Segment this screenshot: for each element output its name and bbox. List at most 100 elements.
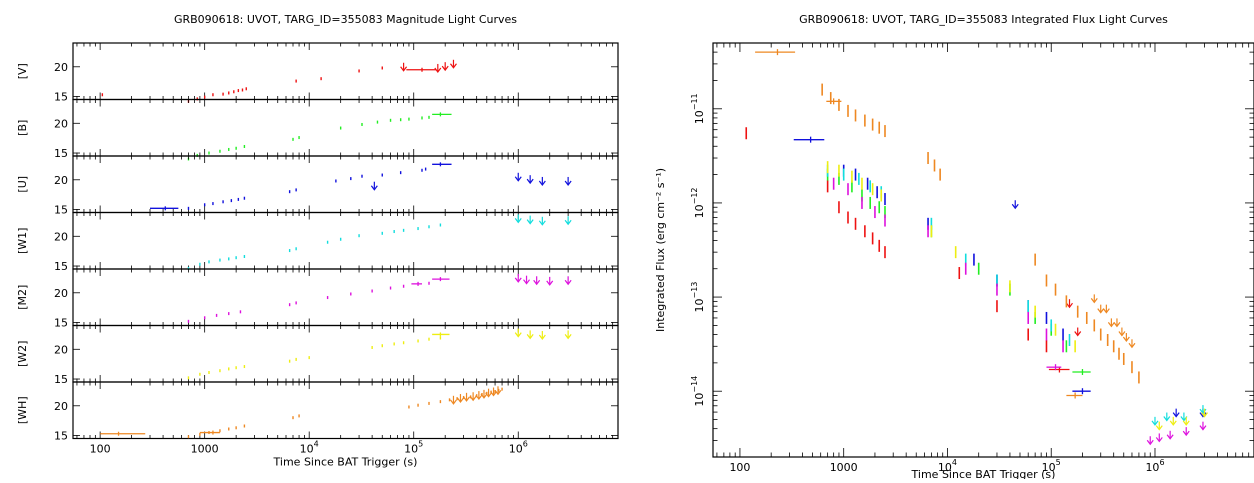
upper-limit-arrow-head (449, 63, 457, 69)
upper-limit-arrow-head (1172, 412, 1180, 418)
upper-limit-arrow-head (1151, 420, 1159, 426)
upper-limit-arrow-head (514, 218, 522, 224)
left-chart-title: GRB090618: UVOT, TARG_ID=355083 Magnitud… (174, 13, 517, 26)
y-tick-label: 20 (54, 174, 68, 187)
upper-limit-arrow-head (1118, 331, 1126, 337)
upper-limit-arrow-head (564, 279, 572, 286)
x-tick-label: 106 (509, 440, 528, 456)
panel-label: [M2] (16, 285, 29, 310)
x-tick-label: 106 (1145, 458, 1164, 474)
left-x-axis-label: Time Since BAT Trigger (s) (273, 456, 418, 469)
x-tick-label: 1000 (830, 461, 858, 474)
panel-label: [B] (16, 120, 29, 136)
panel-frame (72, 155, 619, 214)
upper-limit-arrow-head (1097, 308, 1105, 314)
y-tick-label: 20 (54, 400, 68, 413)
y-tick-label: 15 (54, 91, 68, 104)
x-tick-label-base: 1000 (830, 461, 858, 474)
x-tick-label-exponent: 6 (1159, 458, 1164, 467)
upper-limit-arrow-head (1090, 298, 1098, 304)
flux-series-v (745, 127, 1082, 373)
panel-w1: 15 20 [W1] (16, 211, 619, 273)
upper-limit-arrow-head (1113, 322, 1121, 328)
upper-limit-arrow-head (494, 389, 502, 396)
upper-limit-arrow-head (1199, 425, 1207, 431)
y-tick-label: 20 (54, 230, 68, 243)
upper-limit-arrow-head (538, 180, 546, 186)
panel-wh: 15 20 [WH] (16, 381, 619, 443)
upper-limit-arrow-head (480, 393, 488, 399)
upper-limit-arrow-head (463, 396, 471, 402)
x-tick-label: 105 (404, 440, 423, 456)
flux-series-m2 (832, 177, 1207, 446)
panel-w2: 15 20 [W2] (16, 324, 619, 386)
upper-limit-arrow-head (564, 219, 572, 226)
x-tick-label-exponent: 5 (1056, 458, 1061, 467)
upper-limit-arrow-head (538, 334, 546, 340)
panel-label: [U] (16, 176, 29, 193)
panel-u: 15 20 [U] (16, 155, 619, 217)
x-tick-label: 100 (729, 461, 750, 474)
y-tick-label: 15 (54, 373, 68, 386)
upper-limit-arrow-head (1146, 439, 1154, 446)
y-tick-label-base: 10 (693, 299, 706, 313)
upper-limit-arrow-head (546, 280, 554, 286)
x-tick-label: 1000 (191, 443, 219, 456)
y-tick-label: 10−11 (690, 93, 706, 124)
upper-limit-arrow-head (1011, 203, 1019, 210)
x-tick-label: 104 (300, 440, 319, 456)
x-tick-label-base: 10 (404, 443, 418, 456)
panel-label: [WH] (16, 396, 29, 424)
x-tick-label-base: 10 (1145, 461, 1159, 474)
upper-limit-arrow-head (1155, 425, 1163, 431)
upper-limit-arrow-head (526, 334, 534, 340)
right-chart-title: GRB090618: UVOT, TARG_ID=355083 Integrat… (799, 13, 1168, 26)
y-tick-label: 15 (54, 204, 68, 217)
y-tick-label: 20 (54, 61, 68, 74)
panel-v: 15 20 [V] (16, 42, 619, 104)
upper-limit-arrow-head (564, 334, 572, 340)
panel-m2: 15 20 [M2] (16, 268, 619, 330)
upper-limit-arrow-head (1169, 420, 1177, 426)
upper-limit-arrow-head (1107, 322, 1115, 328)
y-tick-label: 10−12 (690, 187, 706, 218)
upper-limit-arrow-head (1128, 342, 1136, 349)
x-tick-label-base: 10 (509, 443, 523, 456)
x-tick-label-exponent: 6 (523, 440, 528, 449)
y-tick-label: 15 (54, 430, 68, 443)
panel-label: [V] (16, 63, 29, 79)
upper-limit-arrow-head (526, 219, 534, 225)
upper-limit-arrow-head (400, 66, 408, 72)
panel-label: [W2] (16, 341, 29, 367)
panel-b: 15 20 [B] (16, 98, 619, 161)
panel-frame (72, 42, 619, 101)
upper-limit-arrow-head (1066, 302, 1073, 309)
y-tick-label-base: 10 (693, 110, 706, 124)
flux-frame (712, 42, 1254, 458)
upper-limit-arrow-head (1201, 412, 1208, 418)
y-tick-label: 15 (54, 260, 68, 273)
upper-limit-arrow-head (1166, 434, 1174, 440)
upper-limit-arrow-head (469, 395, 477, 402)
y-tick-label-exponent: −11 (690, 93, 699, 110)
x-tick-label: 105 (1042, 458, 1061, 474)
panel-frame (72, 381, 619, 440)
flux-series-w2 (826, 161, 1208, 431)
y-tick-label: 10−13 (690, 282, 706, 313)
upper-limit-arrow-head (1122, 336, 1130, 342)
upper-limit-arrow-head (449, 399, 457, 405)
upper-limit-arrow-head (441, 65, 449, 72)
upper-limit-arrow-head (456, 397, 464, 404)
y-tick-label: 20 (54, 343, 68, 356)
x-tick-label-base: 100 (729, 461, 750, 474)
x-tick-label-base: 10 (1042, 461, 1056, 474)
upper-limit-arrow-head (538, 220, 546, 226)
y-tick-label: 15 (54, 317, 68, 330)
y-tick-label: 20 (54, 287, 68, 300)
flux-series-u (793, 136, 1207, 418)
x-tick-label-exponent: 5 (418, 440, 423, 449)
y-tick-label: 15 (54, 147, 68, 160)
upper-limit-arrow-head (514, 332, 522, 338)
upper-limit-arrow-head (1163, 416, 1171, 422)
